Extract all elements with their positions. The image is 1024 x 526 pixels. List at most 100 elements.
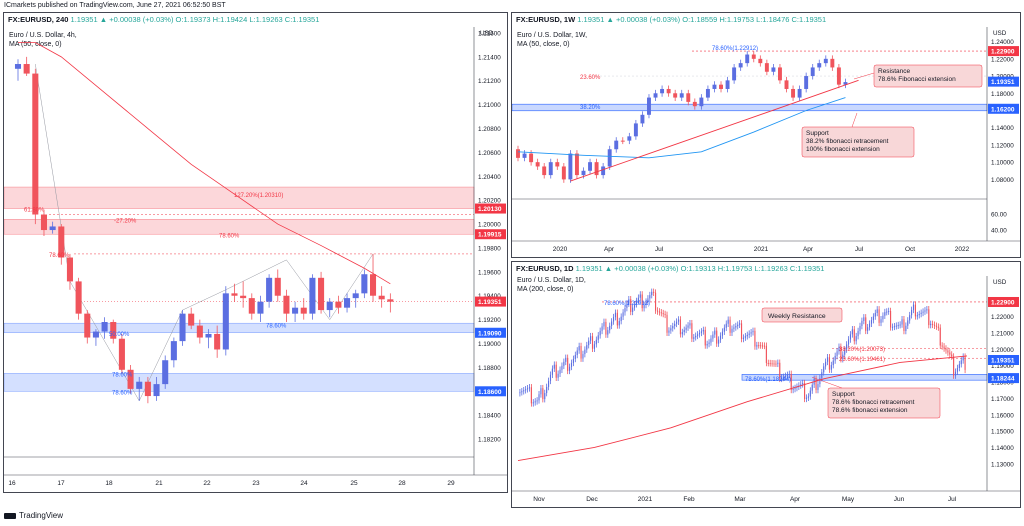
candle: [516, 149, 520, 158]
moving-average-line: [517, 355, 968, 462]
fib-label: 78.60%: [219, 234, 240, 240]
candle: [897, 325, 899, 327]
footer-brand[interactable]: TradingView: [4, 511, 63, 520]
candle: [725, 323, 727, 328]
price-tick-label: 1.19000: [991, 363, 1014, 370]
currency-label: USD: [993, 279, 1007, 286]
candle: [535, 162, 540, 167]
candle: [633, 123, 638, 137]
candle: [920, 312, 922, 314]
callout-text: Weekly Resistance: [768, 313, 826, 320]
candle: [784, 375, 787, 377]
candle: [911, 309, 913, 316]
panel-title: FX:EURUSD, 1W 1.19351 ▲ +0.00038 (+0.03%…: [516, 15, 827, 24]
candle: [653, 93, 658, 98]
price-tick-label: 1.16000: [991, 412, 1014, 419]
fib-label: 78.60%: [112, 390, 133, 396]
callout-text: 78.6% Fibonacci extension: [878, 76, 956, 83]
candle: [544, 393, 546, 400]
candle: [612, 317, 615, 322]
price-tick-label: 1.20800: [478, 126, 501, 133]
candle: [620, 316, 622, 322]
w1-chart-svg[interactable]: USD 78.60%(1.22912) 23.60% 38.20% Resistance…: [512, 13, 1020, 257]
date-tick-label: 25: [350, 480, 358, 487]
price-badge: [988, 373, 1019, 384]
candle: [784, 80, 789, 89]
chart-panel-w1[interactable]: FX:EURUSD, 1W 1.19351 ▲ +0.00038 (+0.03%…: [511, 12, 1021, 258]
candle: [616, 312, 618, 326]
candle: [590, 336, 592, 341]
candle: [838, 346, 840, 352]
candle: [737, 324, 739, 327]
candle: [637, 297, 639, 302]
candle: [205, 333, 212, 338]
candle: [231, 293, 238, 296]
candle: [687, 325, 689, 328]
candle: [84, 313, 91, 338]
candle: [754, 330, 756, 347]
candle: [960, 360, 962, 365]
price-badge-label: 1.18244: [991, 376, 1015, 383]
candle: [605, 321, 607, 335]
candle: [572, 358, 574, 363]
candle: [635, 301, 638, 305]
candle: [790, 373, 792, 390]
candle: [712, 334, 714, 339]
candle: [546, 386, 548, 394]
candle: [765, 345, 767, 363]
candle: [611, 321, 613, 326]
candle: [649, 295, 651, 299]
candle: [591, 336, 594, 349]
candle: [632, 307, 634, 312]
candle: [75, 281, 82, 314]
candle: [865, 317, 867, 331]
panel-title: FX:EURUSD, 1D 1.19351 ▲ +0.00038 (+0.03%…: [516, 264, 825, 273]
candle: [570, 362, 573, 367]
candle: [763, 345, 766, 347]
candle: [884, 312, 886, 316]
candle: [912, 304, 915, 310]
candle: [761, 345, 764, 347]
candle: [672, 326, 674, 329]
price-badge-label: 1.18600: [478, 389, 502, 396]
candle: [352, 293, 359, 299]
h4-chart-svg[interactable]: USD 127.20%(1.20310) 61.80% -27.20% 78.60% 78…: [4, 13, 507, 492]
candle: [628, 299, 630, 304]
price-badge-label: 1.19351: [991, 79, 1015, 86]
candle: [153, 384, 160, 397]
footer-text: TradingView: [19, 511, 64, 520]
candle: [750, 332, 752, 334]
candle: [928, 309, 930, 326]
candle: [580, 346, 582, 359]
candle: [777, 362, 779, 364]
price-badge: [988, 296, 1019, 307]
price-tick-label: 1.17000: [991, 396, 1014, 403]
candle: [794, 387, 796, 389]
candle: [532, 402, 534, 404]
candle: [542, 388, 544, 400]
price-tick-label: 1.22000: [991, 314, 1014, 321]
candle: [721, 331, 724, 336]
candle: [283, 295, 290, 314]
callout-text: Support: [806, 130, 829, 137]
date-tick-label: Jun: [894, 496, 905, 503]
chart-panel-h4[interactable]: FX:EURUSD, 240 1.19351 ▲ +0.00038 (+0.03…: [3, 12, 508, 493]
candle: [868, 323, 871, 328]
candle: [574, 354, 576, 359]
candle: [676, 321, 678, 324]
candle: [547, 380, 550, 387]
candle: [647, 298, 649, 302]
date-tick-label: Apr: [790, 496, 801, 503]
candle: [58, 226, 65, 258]
candle: [538, 394, 540, 401]
chart-panel-d1[interactable]: FX:EURUSD, 1D 1.19351 ▲ +0.00038 (+0.03%…: [511, 261, 1021, 508]
d1-chart-svg[interactable]: USD 78.60%(1.22912) 38.20%(1.20073) 23.60%(…: [512, 262, 1020, 507]
candle: [756, 345, 758, 347]
candle: [901, 319, 903, 325]
candle: [620, 140, 625, 142]
candle: [893, 326, 895, 328]
candle: [817, 63, 822, 68]
candle: [40, 214, 48, 231]
candle: [909, 315, 911, 321]
candle: [595, 339, 597, 345]
